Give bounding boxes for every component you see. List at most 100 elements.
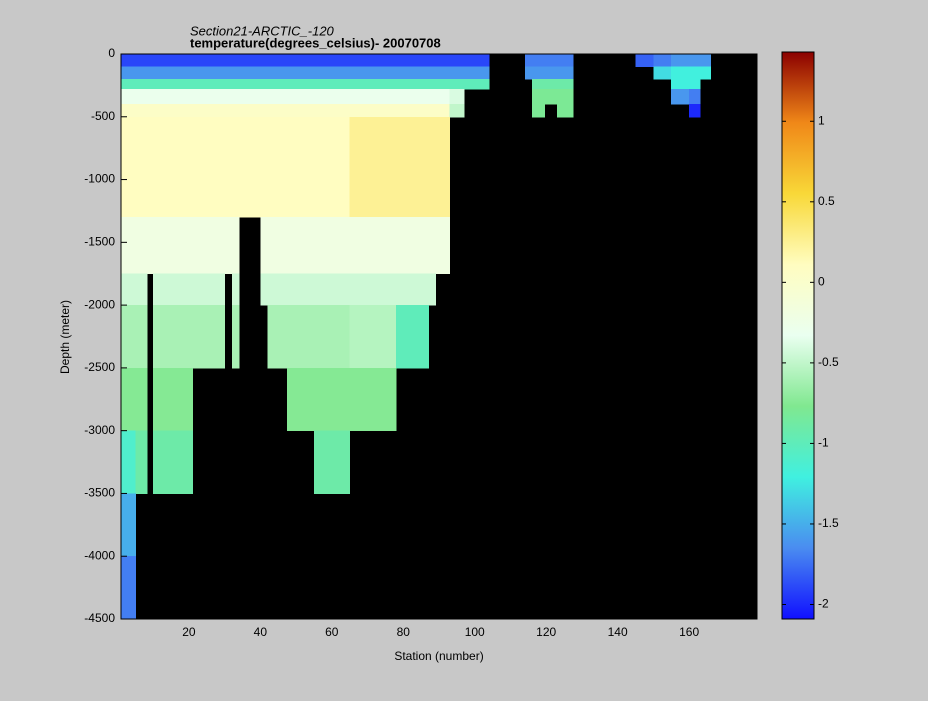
heat-cell <box>249 54 261 68</box>
heat-cell <box>153 89 158 105</box>
heat-cell <box>524 66 533 80</box>
heat-cell <box>260 89 268 105</box>
y-tick-label: -3500 <box>84 486 115 500</box>
heat-cell <box>153 104 158 118</box>
heat-cell <box>349 66 397 80</box>
heat-cell <box>313 54 351 68</box>
heat-cell <box>428 273 436 306</box>
heat-cell <box>428 116 436 218</box>
heat-cell <box>396 217 429 275</box>
heat-cell <box>260 273 268 306</box>
heat-cell <box>544 79 558 90</box>
heat-cell <box>464 66 490 80</box>
heat-cell <box>121 116 136 218</box>
heat-cell <box>153 66 158 80</box>
heat-cell <box>313 116 351 218</box>
heat-cell <box>153 116 158 218</box>
heat-cell <box>435 79 451 90</box>
heat-cell <box>231 89 240 105</box>
heat-cell <box>313 367 351 432</box>
heat-cell <box>224 116 233 218</box>
heat-cell <box>313 273 351 306</box>
heat-cell <box>147 54 154 68</box>
heat-cell <box>249 104 261 118</box>
heat-cell <box>238 66 251 80</box>
heat-cell <box>556 54 574 68</box>
heat-cell <box>349 104 397 118</box>
x-tick-label: 80 <box>397 625 411 639</box>
heat-cell <box>544 89 558 105</box>
colorbar-tick-label: -1 <box>818 436 829 450</box>
heat-cell <box>428 66 436 80</box>
heat-cell <box>396 54 429 68</box>
x-tick-label: 60 <box>325 625 339 639</box>
heat-cell <box>287 305 315 369</box>
heat-cell <box>556 89 574 105</box>
heat-cell <box>449 66 465 80</box>
heat-cell <box>689 79 701 90</box>
x-tick-label: 40 <box>254 625 268 639</box>
heat-cell <box>238 54 251 68</box>
heat-cell <box>671 66 690 80</box>
heat-cell <box>428 79 436 90</box>
heat-cell <box>524 54 533 68</box>
heat-cell <box>121 66 136 80</box>
colorbar-tick-label: 0.5 <box>818 194 835 208</box>
heat-cell <box>238 89 251 105</box>
x-tick-label: 140 <box>608 625 628 639</box>
y-axis-label: Depth (meter) <box>58 300 72 374</box>
heat-cell <box>449 89 465 105</box>
y-tick-label: -2000 <box>84 297 115 311</box>
heat-cell <box>192 104 226 118</box>
heat-cell <box>396 116 429 218</box>
heat-cell <box>267 217 288 275</box>
heat-cell <box>396 305 429 369</box>
heat-cell <box>267 79 288 90</box>
heat-cell <box>689 89 701 105</box>
heat-cell <box>428 217 436 275</box>
heat-cell <box>231 305 240 369</box>
heat-cell <box>153 54 158 68</box>
heat-cell <box>192 305 226 369</box>
heat-cell <box>267 66 288 80</box>
heat-cell <box>135 66 148 80</box>
heat-cell <box>231 104 240 118</box>
heat-cell <box>313 430 351 494</box>
chart-title: Section21-ARCTIC_-120 <box>190 23 335 38</box>
heat-cell <box>147 66 154 80</box>
heat-cell <box>349 54 397 68</box>
heat-cell <box>287 217 315 275</box>
heat-cell <box>135 273 148 306</box>
heat-cell <box>135 305 148 369</box>
heat-cell <box>396 273 429 306</box>
heat-cell <box>313 217 351 275</box>
colorbar-tick-label: -2 <box>818 597 829 611</box>
y-tick-label: -3000 <box>84 423 115 437</box>
heat-cell <box>156 54 193 68</box>
colorbar-tick-label: 0 <box>818 275 825 289</box>
heat-cell <box>653 54 672 68</box>
heat-cell <box>635 54 654 68</box>
heat-cell <box>231 79 240 90</box>
heat-cell <box>147 89 154 105</box>
colorbar-tick-label: -0.5 <box>818 355 839 369</box>
heat-cell <box>267 54 288 68</box>
heat-cell <box>435 89 451 105</box>
heat-cell <box>671 54 690 68</box>
heat-cell <box>224 54 233 68</box>
heat-cell <box>428 54 436 68</box>
heat-cell <box>260 66 268 80</box>
heat-cell <box>121 273 136 306</box>
heat-cell <box>121 104 136 118</box>
heat-cell <box>267 305 288 369</box>
heat-cell <box>224 66 233 80</box>
heat-cell <box>156 273 193 306</box>
heat-cell <box>267 116 288 218</box>
heat-cell <box>531 89 545 105</box>
heat-cell <box>349 273 397 306</box>
heat-cell <box>121 493 136 557</box>
heat-cell <box>224 104 233 118</box>
heat-cell <box>147 116 154 218</box>
x-tick-label: 20 <box>182 625 196 639</box>
heat-cell <box>121 217 136 275</box>
